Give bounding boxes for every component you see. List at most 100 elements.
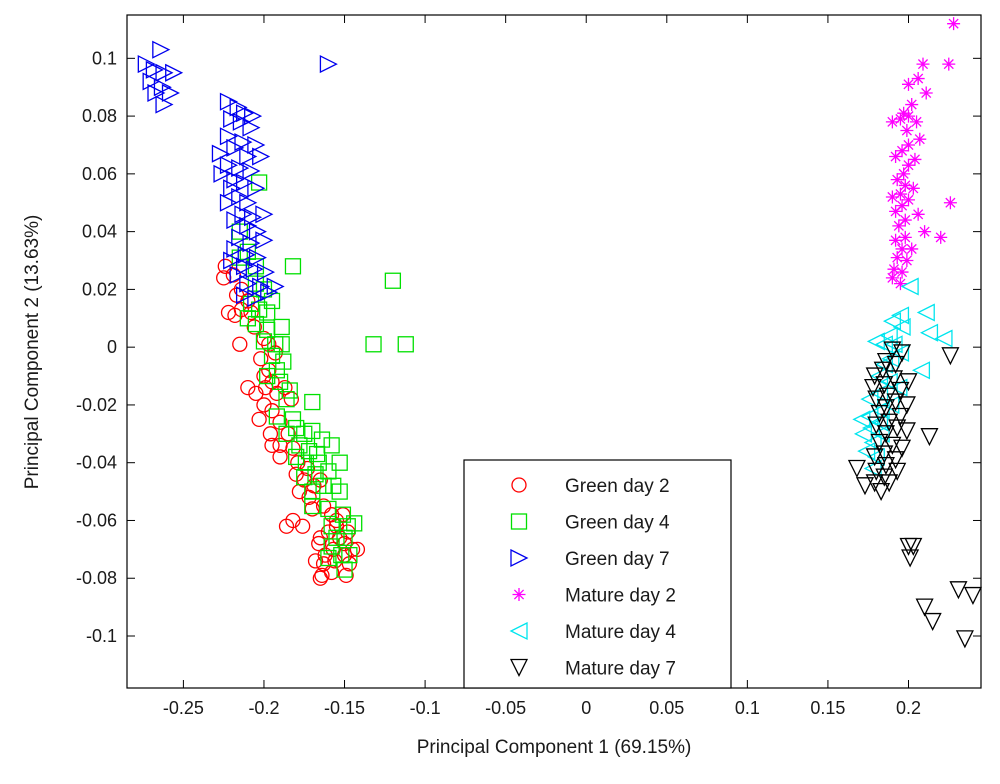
data-point: [895, 144, 909, 158]
data-point: [255, 205, 274, 224]
data-point: [234, 133, 253, 152]
data-point: [268, 408, 286, 425]
data-point: [857, 442, 876, 461]
data-point: [248, 222, 267, 241]
data-point: [934, 329, 953, 348]
data-points-layer: [137, 17, 982, 649]
legend-item: Green day 7: [510, 548, 670, 570]
legend-item: Mature day 2: [512, 586, 676, 607]
data-point: [878, 387, 897, 406]
data-point: [242, 161, 261, 181]
data-point: [892, 317, 911, 337]
series-mature-day-7: [847, 341, 982, 649]
data-point: [918, 225, 932, 239]
x-tick-label: 0.1: [735, 698, 760, 718]
data-point: [901, 77, 915, 91]
data-point: [277, 379, 293, 396]
data-point: [231, 159, 250, 178]
series-green-day-7: [137, 40, 338, 308]
data-point: [307, 553, 324, 569]
data-point: [947, 17, 961, 31]
axis-ticks-layer: -0.25 -0.2 -0.15 -0.1 -0.05 0 0.05 0.1 0.15 0.2 0.…: [76, 15, 981, 718]
legend-item: Mature day 7: [509, 658, 676, 680]
data-point: [934, 230, 948, 244]
data-point: [949, 581, 968, 600]
data-point: [895, 242, 909, 256]
data-point: [870, 433, 889, 452]
data-point: [892, 219, 906, 233]
data-point: [943, 196, 957, 210]
y-tick-label: 0.1: [92, 48, 117, 68]
data-point: [889, 204, 903, 218]
data-point: [865, 448, 884, 467]
data-point: [336, 529, 353, 546]
legend-marker: [511, 477, 527, 493]
data-point: [901, 193, 915, 207]
data-point: [911, 361, 931, 380]
legend-items: Green day 2 Green day 4 Green day 7 Mature …: [509, 476, 676, 680]
data-point: [161, 83, 180, 103]
data-point: [910, 115, 924, 129]
data-point: [219, 92, 238, 111]
y-tick-label: -0.02: [76, 395, 117, 415]
data-point: [248, 248, 267, 267]
data-point: [880, 413, 899, 432]
data-point: [301, 489, 317, 506]
legend-label: Mature day 4: [565, 622, 676, 643]
data-point: [885, 190, 899, 204]
legend-box: [463, 459, 732, 689]
data-point: [882, 312, 902, 331]
data-point: [905, 98, 919, 112]
data-point: [323, 538, 340, 555]
data-point: [272, 449, 288, 465]
data-point: [334, 506, 352, 523]
data-point: [870, 404, 889, 424]
data-point: [901, 138, 915, 152]
data-point: [887, 262, 901, 276]
data-point: [239, 216, 258, 235]
data-point: [898, 230, 912, 244]
data-point: [876, 399, 895, 418]
data-point: [913, 132, 927, 146]
data-point: [217, 258, 233, 274]
data-point: [900, 254, 914, 268]
data-point: [880, 474, 899, 493]
data-point: [247, 135, 266, 155]
data-point: [304, 497, 321, 515]
data-point: [891, 381, 910, 400]
data-point: [288, 448, 305, 466]
data-point: [231, 228, 250, 247]
data-point: [323, 518, 340, 535]
data-point: [152, 40, 171, 59]
legend-marker: [509, 621, 528, 641]
data-point: [919, 86, 933, 100]
data-point: [315, 477, 332, 494]
data-point: [901, 109, 915, 123]
y-tick-label: 0.02: [82, 279, 117, 299]
data-point: [867, 462, 886, 481]
data-point: [892, 344, 912, 363]
data-point: [886, 393, 905, 412]
data-point: [941, 347, 960, 366]
data-point: [256, 397, 272, 413]
legend-marker: [509, 658, 529, 677]
data-point: [304, 422, 321, 440]
data-point: [331, 454, 348, 471]
data-point: [906, 181, 920, 195]
data-point: [235, 173, 255, 192]
data-point: [339, 518, 356, 535]
legend-label: Green day 4: [565, 513, 670, 534]
data-point: [155, 95, 174, 114]
data-point: [229, 265, 248, 285]
data-point: [235, 257, 255, 276]
data-point: [294, 518, 311, 534]
data-point: [873, 361, 892, 380]
legend-marker: [512, 588, 526, 601]
x-tick-label: 0: [581, 698, 591, 718]
data-point: [278, 425, 295, 442]
legend-marker: [510, 513, 528, 530]
data-point: [239, 147, 258, 166]
data-point: [239, 193, 258, 212]
data-point: [876, 425, 895, 444]
data-point: [384, 272, 402, 289]
